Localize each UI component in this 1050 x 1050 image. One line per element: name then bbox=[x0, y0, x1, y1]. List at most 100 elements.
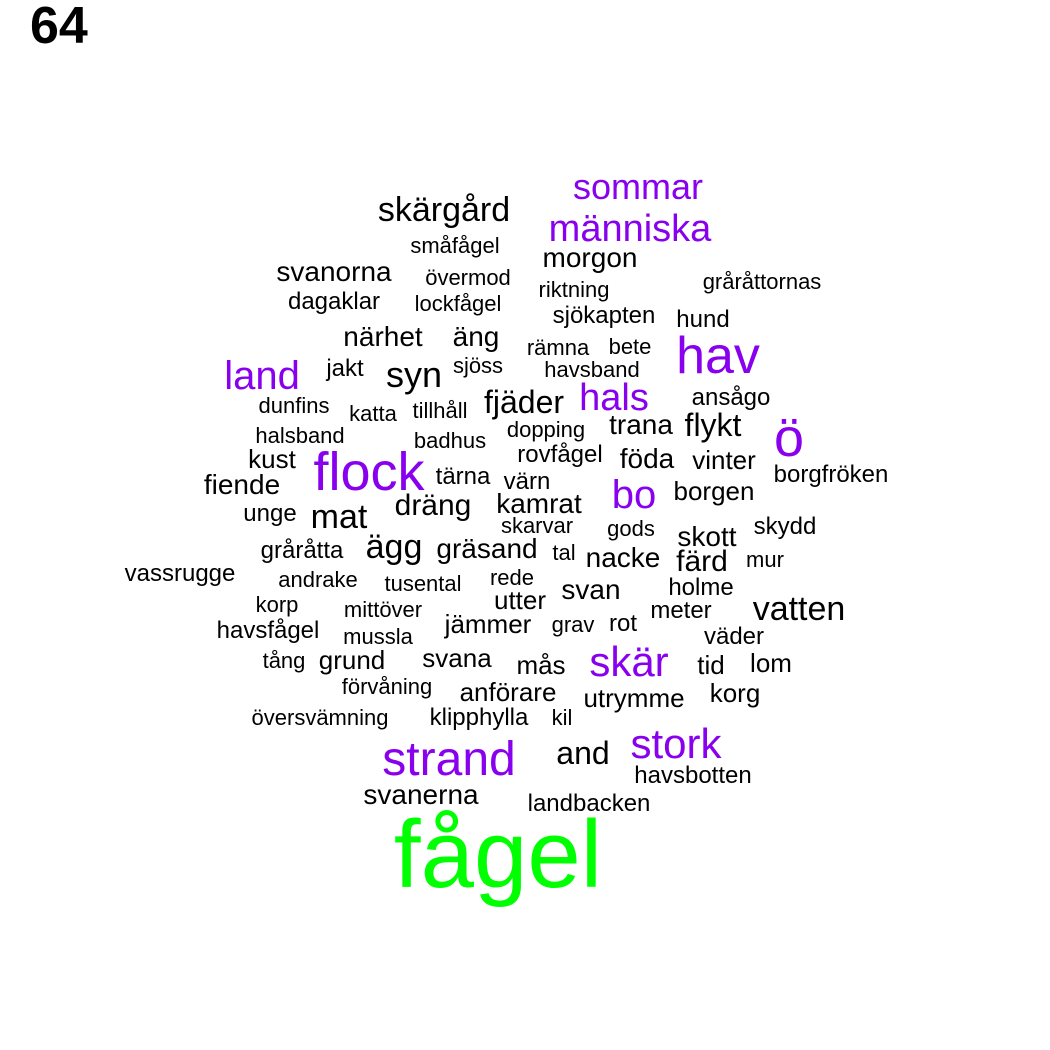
word-drang: dräng bbox=[394, 489, 472, 522]
word-svan: svan bbox=[561, 574, 621, 605]
word-foda: föda bbox=[619, 443, 675, 474]
word-skargard: skärgård bbox=[377, 191, 511, 229]
word-fagel: fågel bbox=[393, 801, 603, 908]
word-vader: väder bbox=[703, 623, 765, 650]
word-havsband: havsband bbox=[544, 357, 640, 382]
word-skydd: skydd bbox=[753, 513, 817, 540]
word-rede: rede bbox=[489, 565, 535, 590]
word-kamrat: kamrat bbox=[496, 488, 582, 519]
word-mat: mat bbox=[310, 498, 368, 536]
word-dunfins: dunfins bbox=[258, 393, 330, 418]
word-bo: bo bbox=[611, 473, 657, 517]
word-tillhall: tillhåll bbox=[412, 398, 468, 423]
word-hund: hund bbox=[676, 306, 730, 333]
word-strand: strand bbox=[382, 733, 516, 786]
word-unge: unge bbox=[243, 500, 297, 527]
word-bete: bete bbox=[608, 334, 652, 359]
word-grund: grund bbox=[318, 645, 386, 675]
word-svana: svana bbox=[422, 643, 492, 673]
word-meter: meter bbox=[650, 597, 712, 624]
word-graratta: gråråtta bbox=[260, 537, 344, 564]
word-svanorna: svanorna bbox=[276, 256, 392, 287]
word-rot: rot bbox=[608, 610, 638, 637]
word-smafagel: småfågel bbox=[410, 233, 500, 258]
word-holme: holme bbox=[668, 574, 734, 601]
word-vinter: vinter bbox=[692, 445, 756, 475]
word-ang: äng bbox=[452, 321, 500, 352]
word-sjoss: sjöss bbox=[452, 353, 504, 378]
word-grasand: gräsand bbox=[436, 533, 538, 564]
word-overmod: övermod bbox=[425, 265, 511, 290]
word-havsfagel: havsfågel bbox=[216, 617, 320, 644]
word-nacke: nacke bbox=[585, 542, 661, 573]
word-hav: hav bbox=[676, 327, 760, 385]
word-fiende: fiende bbox=[203, 469, 281, 500]
word-skar: skär bbox=[589, 638, 669, 685]
word-kil: kil bbox=[551, 705, 573, 730]
word-lockfagel: lockfågel bbox=[414, 291, 502, 316]
word-ramna: rämna bbox=[526, 335, 590, 360]
word-svanerna: svanerna bbox=[363, 779, 479, 810]
word-varn: värn bbox=[503, 468, 551, 495]
word-land: land bbox=[224, 354, 300, 398]
word-hals: hals bbox=[579, 377, 649, 419]
word-skarvar: skarvar bbox=[500, 513, 574, 538]
word-tang: tång bbox=[262, 648, 306, 673]
word-riktning: riktning bbox=[538, 277, 610, 302]
word-andrake: andrake bbox=[278, 567, 358, 592]
word-korp: korp bbox=[255, 592, 299, 617]
word-ansago: ansågo bbox=[691, 384, 771, 411]
word-borgfroken: borgfröken bbox=[773, 461, 889, 488]
word-anforare: anförare bbox=[459, 677, 557, 707]
word-dopping: dopping bbox=[506, 417, 586, 442]
word-trana: trana bbox=[609, 409, 673, 440]
word-utrymme: utrymme bbox=[583, 683, 685, 713]
word-vassrugge: vassrugge bbox=[124, 560, 236, 587]
word-jakt: jakt bbox=[326, 355, 364, 382]
word-manniska: människa bbox=[548, 208, 712, 250]
word-agg: ägg bbox=[365, 528, 423, 566]
word-tid: tid bbox=[697, 650, 725, 680]
word-katta: katta bbox=[349, 401, 397, 426]
word-narhet: närhet bbox=[343, 321, 423, 352]
word-mur: mur bbox=[746, 547, 784, 572]
word-rovfagel: rovfågel bbox=[517, 441, 603, 468]
word-gods: gods bbox=[607, 516, 655, 541]
word-klipphylla: klipphylla bbox=[429, 704, 529, 731]
word-vatten: vatten bbox=[752, 590, 846, 628]
word-grav: grav bbox=[551, 612, 595, 637]
word-utter: utter bbox=[493, 585, 547, 615]
word-lom: lom bbox=[750, 648, 792, 678]
word-fjader: fjäder bbox=[483, 384, 565, 420]
word-tusental: tusental bbox=[384, 571, 462, 596]
word-borgen: borgen bbox=[673, 476, 755, 506]
word-morgon: morgon bbox=[542, 242, 638, 273]
word-tarna: tärna bbox=[435, 463, 491, 490]
word-dagaklar: dagaklar bbox=[287, 288, 381, 315]
word-mas: mås bbox=[516, 650, 566, 680]
word-halsband: halsband bbox=[255, 423, 345, 448]
word-mittover: mittöver bbox=[343, 597, 423, 622]
word-and: and bbox=[556, 735, 610, 771]
word-mussla: mussla bbox=[343, 624, 413, 649]
word-oversvamning: översvämning bbox=[251, 705, 389, 730]
word-badhus: badhus bbox=[413, 428, 487, 453]
word-flock: flock bbox=[313, 442, 425, 502]
word-kust: kust bbox=[248, 444, 296, 474]
page-number: 64 bbox=[30, 0, 88, 55]
word-tal: tal bbox=[552, 540, 576, 565]
word-flykt: flykt bbox=[684, 407, 742, 443]
word-havsbotten: havsbotten bbox=[634, 762, 752, 789]
word-syn: syn bbox=[385, 354, 443, 395]
word-sjokapten: sjökapten bbox=[552, 302, 656, 329]
word-o: ö bbox=[773, 408, 805, 468]
word-fard: färd bbox=[676, 545, 728, 578]
word-forvaning: förvåning bbox=[341, 674, 433, 699]
word-skott: skott bbox=[677, 521, 737, 552]
word-grarattornas: gråråttornas bbox=[702, 269, 822, 294]
word-korg: korg bbox=[709, 678, 761, 708]
word-sommar: sommar bbox=[572, 166, 704, 207]
word-landbacken: landbacken bbox=[527, 790, 651, 817]
word-jammer: jämmer bbox=[444, 609, 532, 639]
